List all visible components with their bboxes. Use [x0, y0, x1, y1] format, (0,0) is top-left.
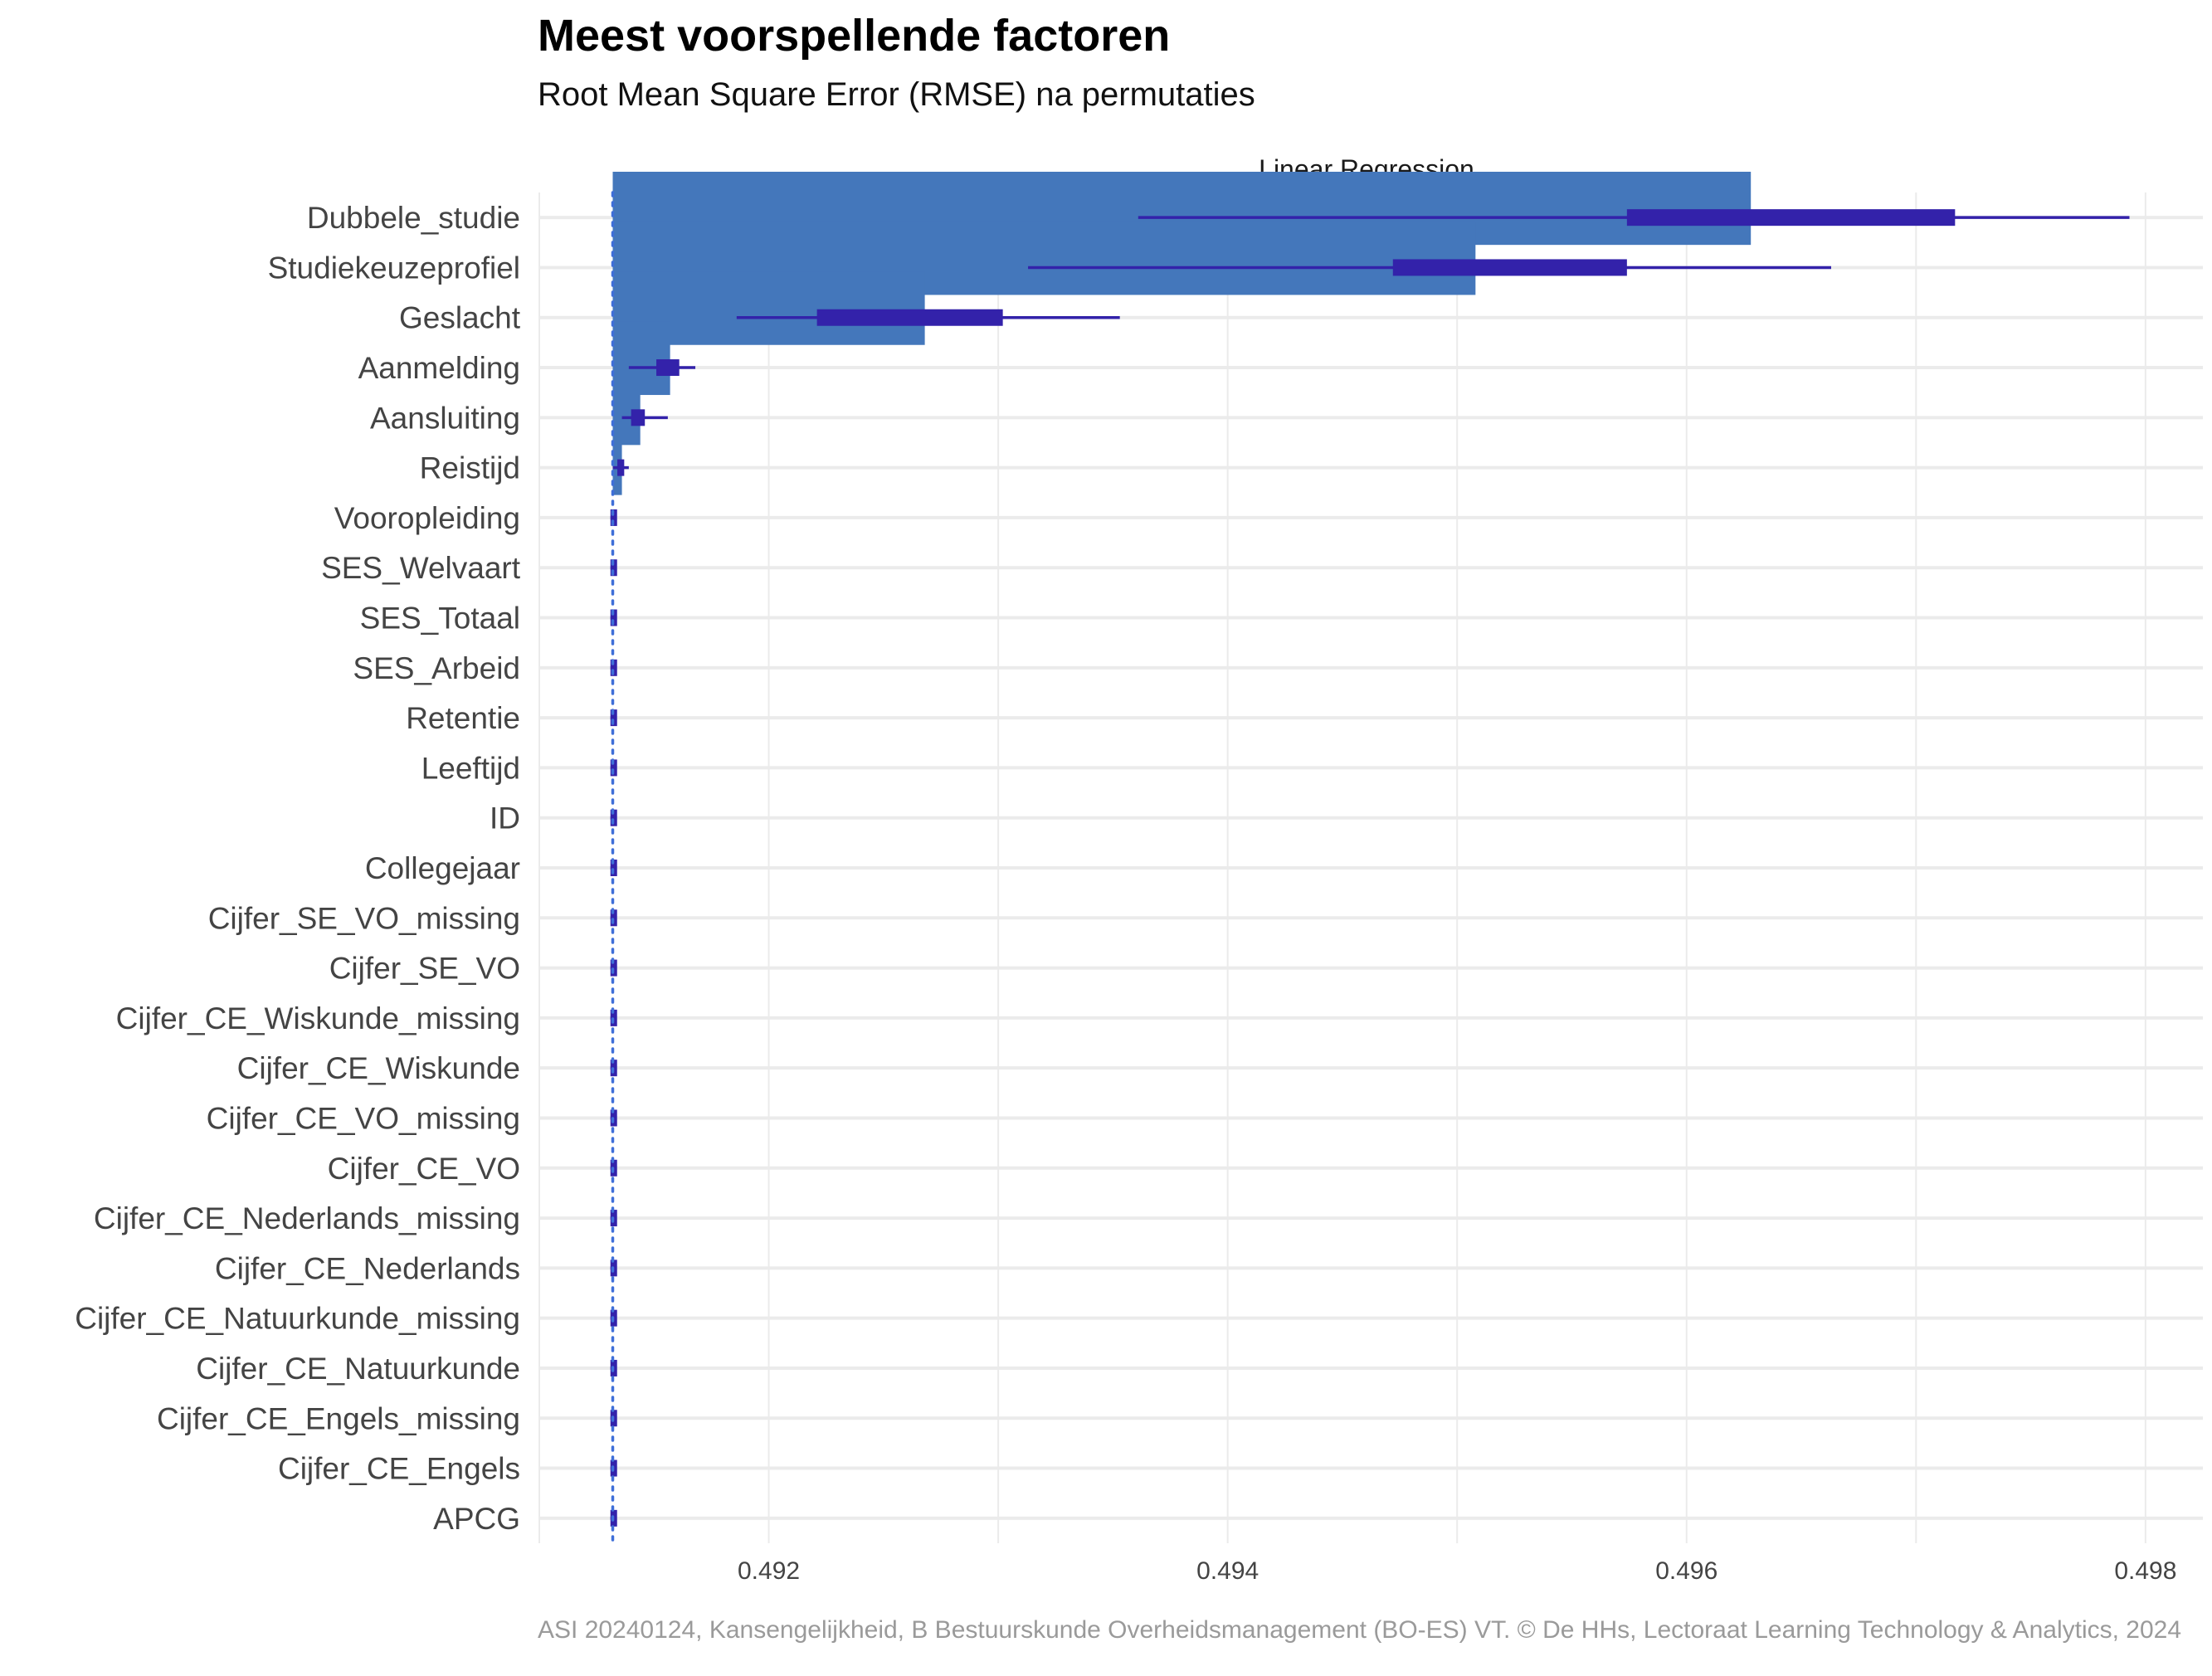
x-tick-label: 0.492 — [738, 1557, 800, 1585]
y-tick-label: SES_Totaal — [360, 602, 520, 636]
box-iqr — [610, 860, 617, 876]
y-tick-label: Studiekeuzeprofiel — [268, 251, 520, 285]
box-iqr — [610, 559, 617, 577]
y-tick-label: ID — [490, 801, 520, 836]
y-axis-labels: Dubbele_studie Studiekeuzeprofiel Geslacht… — [75, 201, 520, 1536]
x-tick-label: 0.496 — [1655, 1557, 1717, 1585]
box-iqr — [610, 759, 617, 777]
y-tick-label: Dubbele_studie — [307, 201, 520, 235]
y-tick-label: Cijfer_SE_VO — [329, 952, 520, 986]
box-iqr — [816, 309, 1003, 326]
y-tick-label: Vooropleiding — [334, 501, 520, 535]
y-tick-label: Aanmelding — [358, 351, 520, 385]
y-tick-label: Cijfer_CE_Natuurkunde — [196, 1352, 520, 1386]
box-iqr — [631, 409, 646, 426]
y-tick-label: Cijfer_CE_VO — [328, 1152, 520, 1186]
x-tick-label: 0.498 — [2114, 1557, 2176, 1585]
grid-lines — [538, 192, 2203, 1543]
box-iqr — [610, 509, 617, 526]
x-axis-labels: 0.492 0.494 0.496 0.498 — [738, 1557, 2176, 1585]
y-tick-label: Cijfer_CE_Engels — [278, 1452, 520, 1486]
box-iqr — [656, 359, 680, 377]
y-tick-label: SES_Arbeid — [353, 651, 520, 685]
y-tick-label: APCG — [433, 1502, 520, 1536]
y-tick-label: Retentie — [406, 701, 520, 735]
y-tick-label: Reistijd — [420, 451, 520, 485]
y-tick-label: Cijfer_CE_Engels_missing — [157, 1401, 520, 1435]
y-tick-label: Geslacht — [399, 301, 521, 335]
box-iqr — [610, 959, 617, 977]
y-tick-label: Cijfer_CE_Nederlands_missing — [94, 1201, 520, 1235]
y-tick-label: Cijfer_CE_Wiskunde_missing — [116, 1001, 520, 1035]
box-iqr — [610, 809, 617, 826]
box-iqr — [617, 459, 625, 476]
chart-caption: ASI 20240124, Kansengelijkheid, B Bestuu… — [538, 1616, 2182, 1644]
bars — [612, 172, 1752, 495]
box-iqr — [1392, 259, 1627, 276]
box-iqr — [610, 609, 617, 626]
bar — [612, 421, 622, 495]
chart-plot: Linear Regression Dubbele_studieStudieke… — [75, 154, 2203, 1585]
y-tick-label: Cijfer_CE_Nederlands — [215, 1251, 520, 1285]
y-tick-label: Collegejaar — [365, 851, 520, 885]
box-iqr — [1626, 209, 1956, 227]
chart-title: Meest voorspellende factoren — [538, 11, 1171, 61]
y-tick-label: Aansluiting — [370, 401, 520, 435]
box-iqr — [610, 709, 617, 727]
y-tick-label: Cijfer_CE_VO_missing — [207, 1101, 520, 1135]
boxplots — [610, 209, 2130, 1527]
box-iqr — [610, 909, 617, 927]
y-tick-label: Leeftijd — [421, 751, 520, 785]
y-tick-label: Cijfer_CE_Natuurkunde_missing — [75, 1302, 520, 1336]
box-iqr — [610, 659, 617, 676]
y-tick-label: Cijfer_SE_VO_missing — [208, 901, 520, 935]
y-tick-label: SES_Welvaart — [321, 551, 521, 585]
x-tick-label: 0.494 — [1196, 1557, 1259, 1585]
chart-subtitle: Root Mean Square Error (RMSE) na permuta… — [538, 76, 1255, 113]
y-tick-label: Cijfer_CE_Wiskunde — [237, 1051, 520, 1085]
